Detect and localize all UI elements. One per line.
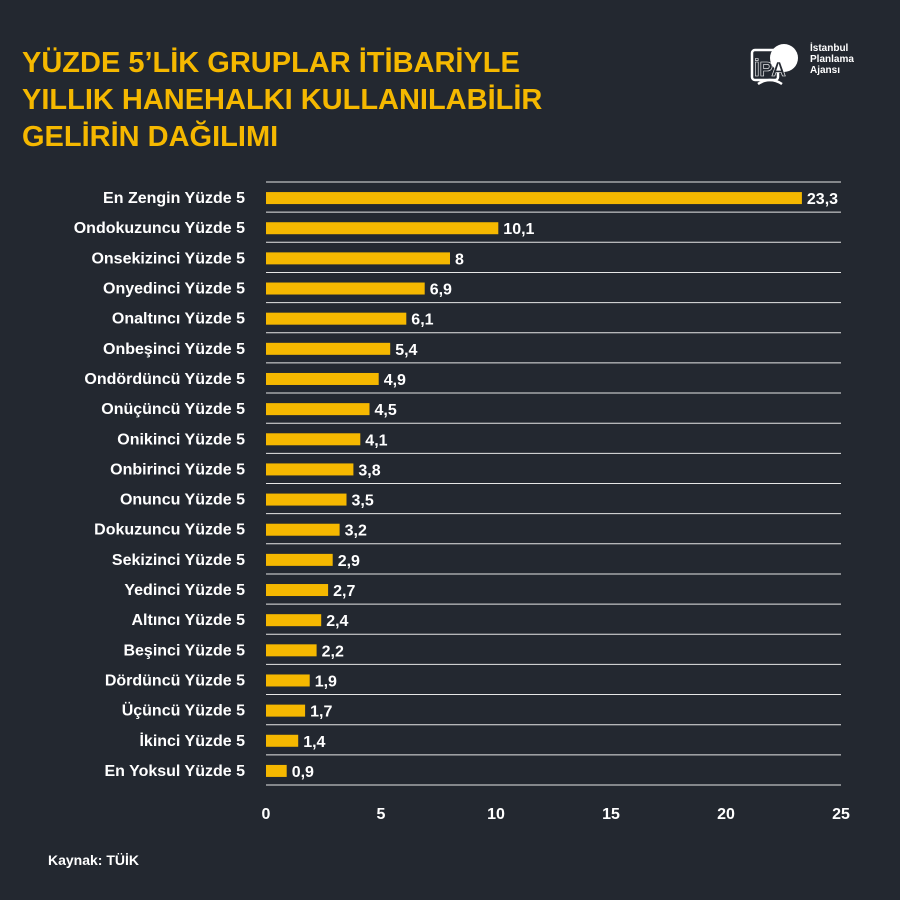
category-label: Onsekizinci Yüzde 5	[91, 250, 245, 267]
value-label: 1,7	[310, 704, 332, 721]
title-line-3: GELİRİN DAĞILIMI	[22, 121, 279, 153]
bar	[266, 433, 361, 446]
category-label: Onüçüncü Yüzde 5	[101, 401, 245, 418]
value-label: 8	[455, 251, 464, 268]
value-label: 3,8	[358, 462, 380, 479]
bar	[266, 584, 329, 597]
value-label: 2,7	[333, 583, 355, 600]
x-tick-label: 5	[377, 806, 386, 823]
x-tick-label: 15	[602, 806, 620, 823]
bar	[266, 704, 306, 717]
bar	[266, 252, 450, 265]
value-label: 3,5	[352, 493, 374, 510]
category-label: Ondokuzuncu Yüzde 5	[74, 220, 245, 237]
title-line-1: YÜZDE 5’LİK GRUPLAR İTİBARİYLE	[22, 47, 520, 79]
bar	[266, 523, 340, 536]
value-label: 1,4	[303, 734, 325, 751]
category-label: Onikinci Yüzde 5	[117, 431, 245, 448]
category-label: Onbirinci Yüzde 5	[110, 461, 245, 478]
category-label: En Yoksul Yüzde 5	[105, 763, 246, 780]
bar	[266, 312, 407, 325]
bar	[266, 614, 322, 627]
value-label: 4,5	[375, 402, 397, 419]
value-label: 2,2	[322, 643, 344, 660]
x-tick-label: 0	[262, 806, 271, 823]
category-label: Ondördüncü Yüzde 5	[84, 371, 245, 388]
value-label: 1,9	[315, 673, 337, 690]
logo-mark: İPA	[754, 58, 786, 81]
bar	[266, 282, 425, 295]
bar	[266, 463, 354, 476]
category-label: Onyedinci Yüzde 5	[103, 281, 245, 298]
category-label: Onaltıncı Yüzde 5	[112, 311, 245, 328]
category-label: İkinci Yüzde 5	[139, 732, 245, 750]
bar	[266, 342, 391, 355]
x-tick-label: 10	[487, 806, 505, 823]
value-label: 4,9	[384, 372, 406, 389]
logo-line-1: İstanbul	[810, 43, 849, 54]
category-label: Dördüncü Yüzde 5	[105, 672, 245, 689]
ipa-logo-icon: İPA	[750, 44, 798, 86]
value-label: 0,9	[292, 764, 314, 781]
category-label: Yedinci Yüzde 5	[124, 582, 245, 599]
value-label: 5,4	[395, 342, 417, 359]
logo-line-3: Ajansı	[810, 65, 841, 76]
bar	[266, 674, 310, 687]
source-note: Kaynak: TÜİK	[48, 852, 140, 868]
bar	[266, 764, 287, 777]
bar	[266, 372, 379, 385]
page-title: YÜZDE 5’LİK GRUPLAR İTİBARİYLE YILLIK HA…	[22, 45, 622, 156]
x-tick-label: 20	[717, 806, 735, 823]
title-line-2: YILLIK HANEHALKI KULLANILABİLİR	[22, 84, 543, 116]
bar	[266, 553, 333, 566]
category-label: Onbeşinci Yüzde 5	[103, 341, 245, 358]
category-label: Sekizinci Yüzde 5	[112, 552, 245, 569]
bar	[266, 644, 317, 657]
value-label: 2,9	[338, 553, 360, 570]
bar	[266, 403, 370, 416]
bar	[266, 734, 299, 747]
value-label: 10,1	[503, 221, 534, 238]
category-label: Üçüncü Yüzde 5	[122, 701, 245, 720]
value-label: 4,1	[365, 432, 387, 449]
value-label: 6,1	[411, 312, 433, 329]
value-label: 3,2	[345, 523, 367, 540]
x-tick-label: 25	[832, 806, 850, 823]
value-label: 6,9	[430, 282, 452, 299]
category-label: Onuncu Yüzde 5	[120, 492, 245, 509]
ipa-logo: İPA İstanbul Planlama Ajansı	[748, 36, 868, 92]
value-label: 23,3	[807, 191, 838, 208]
category-label: Altıncı Yüzde 5	[131, 612, 245, 629]
logo-text: İstanbul Planlama Ajansı	[810, 43, 854, 76]
bar	[266, 192, 802, 205]
logo-line-2: Planlama	[810, 54, 854, 65]
category-label: Dokuzuncu Yüzde 5	[94, 522, 245, 539]
category-label: En Zengin Yüzde 5	[103, 190, 245, 207]
bar	[266, 222, 499, 235]
bar	[266, 493, 347, 506]
value-label: 2,4	[326, 613, 348, 630]
category-label: Beşinci Yüzde 5	[123, 642, 245, 659]
